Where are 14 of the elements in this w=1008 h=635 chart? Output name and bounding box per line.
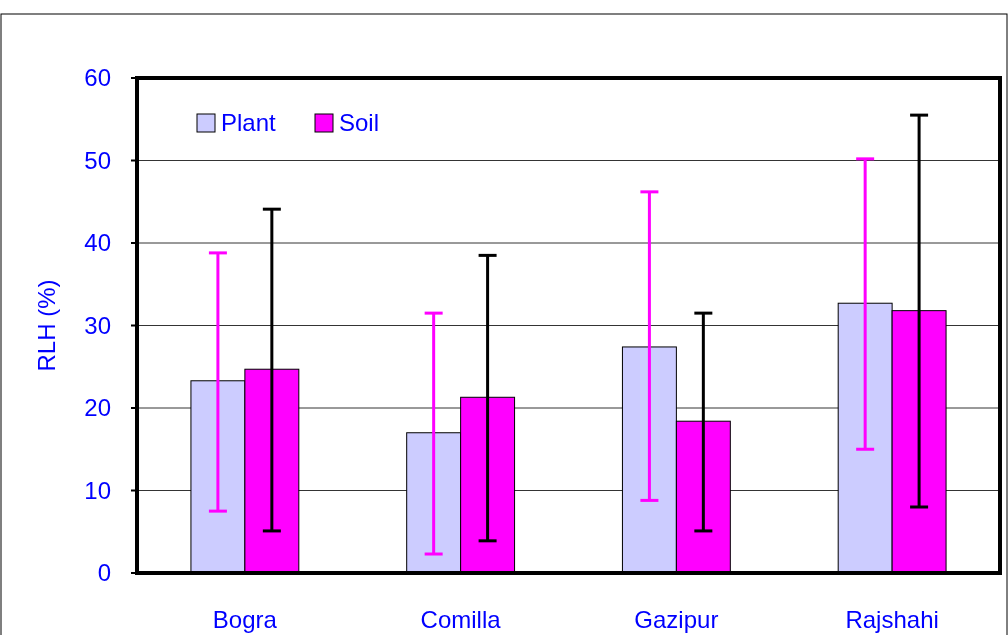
x-tick-label: Comilla <box>420 606 502 633</box>
legend-label: Soil <box>339 109 380 137</box>
y-tick-label: 50 <box>84 146 111 174</box>
x-tick-label: Rajshahi <box>845 606 939 633</box>
legend-label: Plant <box>221 109 277 137</box>
y-tick-label: 0 <box>97 559 111 587</box>
x-tick-label: Gazipur <box>634 606 719 633</box>
y-tick-label: 60 <box>84 64 111 92</box>
x-tick-label: Bogra <box>212 606 278 633</box>
y-tick-label: 40 <box>84 229 111 257</box>
y-tick-label: 20 <box>84 394 111 422</box>
y-tick-label: 30 <box>84 311 111 339</box>
y-axis-title: RLH (%) <box>33 279 60 372</box>
y-tick-label: 10 <box>84 476 111 504</box>
